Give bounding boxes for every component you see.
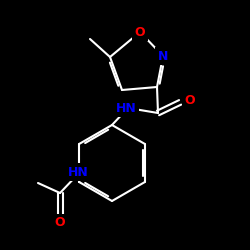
Text: O: O bbox=[135, 26, 145, 38]
Text: N: N bbox=[158, 50, 168, 62]
Text: O: O bbox=[185, 94, 195, 106]
Text: O: O bbox=[55, 216, 65, 230]
Text: HN: HN bbox=[116, 102, 136, 114]
Text: HN: HN bbox=[68, 166, 88, 178]
